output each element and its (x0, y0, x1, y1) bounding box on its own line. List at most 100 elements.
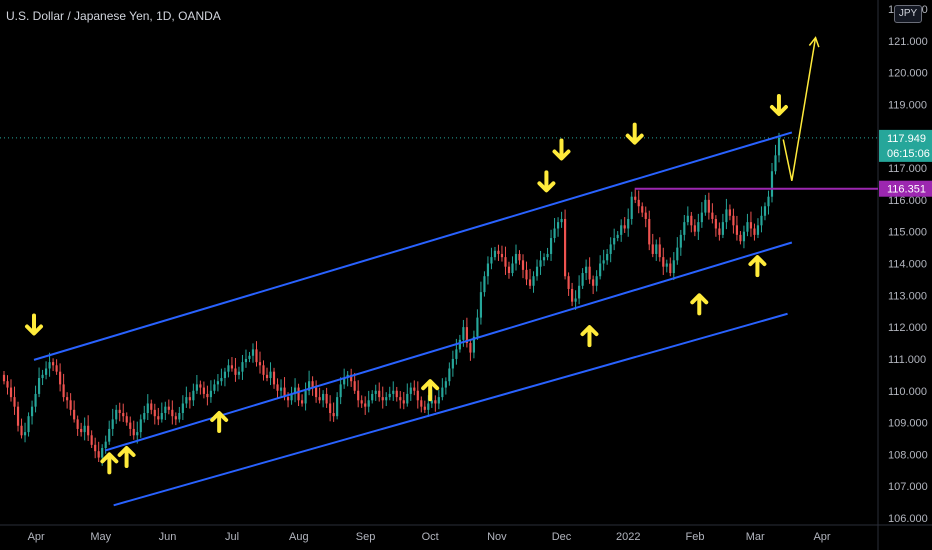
candle-body (286, 397, 290, 401)
candle-body (721, 222, 724, 235)
candle-body (115, 409, 118, 420)
y-tick-label: 107.000 (888, 481, 928, 493)
candle-body (567, 276, 570, 289)
candle-body (641, 206, 644, 213)
candle-body (504, 257, 507, 267)
channel-trendline (104, 241, 793, 452)
candle-body (613, 238, 616, 245)
y-tick-label: 110.000 (888, 386, 927, 398)
x-tick-label: Sep (356, 531, 376, 543)
candle-body (448, 368, 451, 382)
y-tick-label: 117.000 (888, 163, 927, 175)
drawings-layer (0, 36, 878, 507)
candle-body (251, 349, 255, 356)
candle-body (125, 416, 128, 423)
candle-body (353, 381, 356, 391)
candle-body (739, 234, 742, 242)
candle-body (167, 406, 170, 410)
candle-body (525, 269, 528, 280)
candle-body (423, 406, 426, 410)
candle-body (774, 155, 777, 172)
candle-body (20, 425, 23, 436)
candle-body (388, 393, 391, 398)
candle-body (500, 253, 504, 258)
candle-body (563, 218, 567, 277)
up-arrow (580, 325, 599, 348)
candle-body (620, 225, 623, 235)
candle-body (507, 266, 511, 274)
candle-body (535, 266, 539, 277)
candle-body (199, 384, 202, 388)
candle-body (542, 257, 546, 261)
candle-body (69, 400, 72, 410)
candle-body (297, 387, 300, 401)
up-arrow-head (421, 379, 440, 391)
candle-body (255, 349, 258, 363)
projection-arrowhead (808, 36, 820, 48)
candle-body (23, 432, 27, 436)
candle-body (528, 279, 532, 286)
candle-body (329, 403, 332, 414)
up-arrow-head (210, 411, 229, 423)
candle-body (16, 406, 20, 426)
up-arrow (100, 452, 119, 475)
candle-body (108, 428, 111, 442)
y-tick-label: 120.000 (888, 68, 928, 80)
candle-body (578, 285, 581, 299)
candle-body (609, 244, 612, 254)
candle-body (644, 212, 647, 219)
candle-body (651, 244, 654, 254)
candle-body (546, 253, 549, 258)
candles-layer (2, 132, 781, 466)
x-tick-label: Jun (159, 531, 177, 543)
candle-body (714, 218, 717, 229)
candle-body (616, 234, 619, 239)
candle-body (357, 390, 360, 401)
candle-body (311, 381, 314, 388)
candle-body (227, 365, 230, 372)
candle-body (627, 218, 630, 229)
candle-body (469, 343, 472, 353)
candle-body (364, 403, 367, 407)
candle-body (521, 260, 525, 270)
candle-body (371, 393, 374, 401)
candle-body (623, 225, 626, 229)
candle-body (272, 371, 276, 385)
candle-body (728, 209, 731, 216)
candle-body (416, 390, 419, 401)
candle-body (770, 171, 774, 197)
candle-body (336, 397, 339, 417)
candle-body (48, 362, 51, 369)
candle-body (441, 387, 444, 398)
candle-body (160, 413, 163, 420)
currency-badge[interactable]: JPY (894, 5, 922, 23)
candle-body (700, 212, 703, 223)
countdown-label: 06:15:06 (887, 148, 930, 160)
candle-body (451, 358, 454, 369)
up-arrow-head (690, 293, 709, 305)
down-arrow (769, 93, 788, 116)
x-tick-label: 2022 (616, 531, 640, 543)
candle-body (178, 413, 181, 420)
down-arrow-head (625, 133, 644, 145)
candle-body (662, 257, 665, 267)
candle-body (143, 413, 146, 420)
down-arrow (625, 122, 644, 145)
candle-body (101, 448, 104, 458)
candle-body (767, 196, 770, 207)
down-arrow (25, 313, 43, 336)
candle-body (497, 250, 500, 254)
candle-body (157, 416, 160, 420)
candle-body (304, 390, 307, 404)
candle-body (2, 374, 6, 382)
candle-body (164, 406, 167, 414)
candle-body (539, 260, 542, 267)
candle-body (672, 260, 675, 274)
candle-body (581, 273, 584, 286)
candle-body (409, 387, 412, 394)
candle-body (553, 228, 556, 239)
x-tick-label: May (90, 531, 111, 543)
candle-body (444, 381, 447, 388)
candle-body (248, 355, 251, 359)
